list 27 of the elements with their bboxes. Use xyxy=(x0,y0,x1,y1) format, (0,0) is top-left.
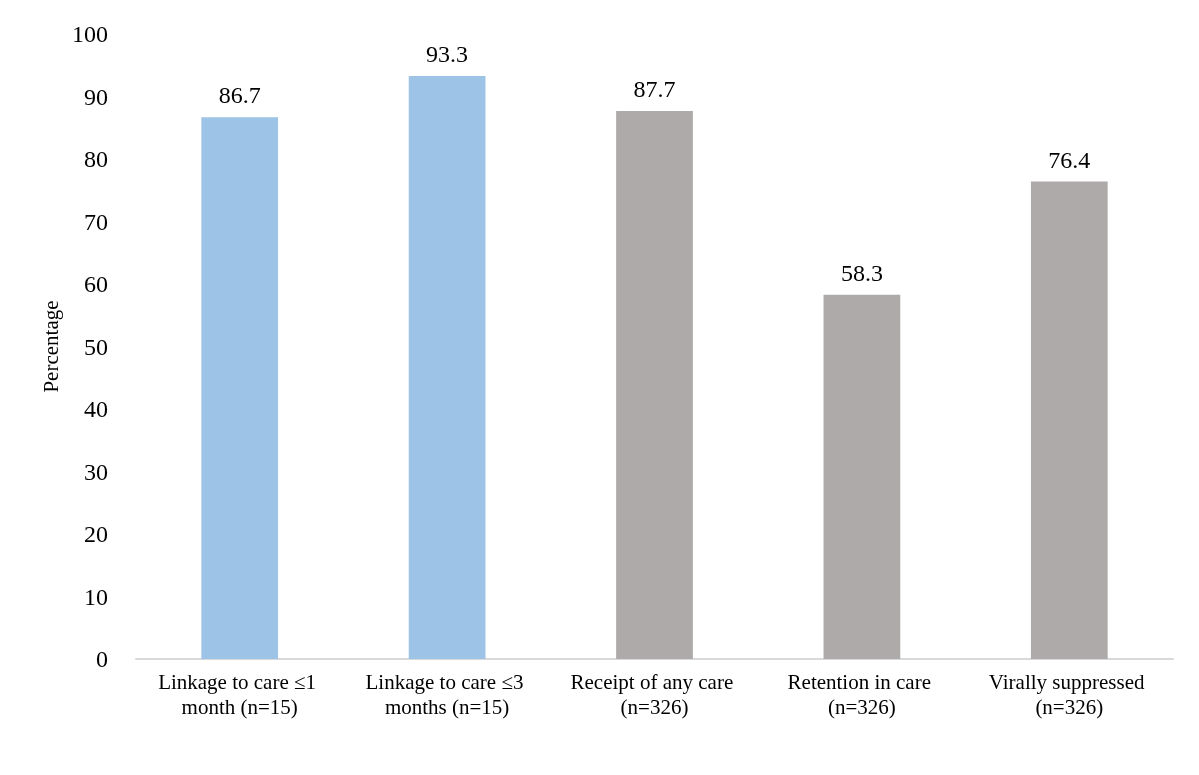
x-tick-label: Virally suppressed (n=326) xyxy=(988,669,1150,719)
y-tick-label: 90 xyxy=(84,83,108,110)
y-tick-label: 40 xyxy=(84,396,108,422)
bar xyxy=(201,117,279,659)
y-tick-label: 10 xyxy=(84,583,108,610)
y-tick-label: 0 xyxy=(96,646,108,672)
y-tick-label: 20 xyxy=(84,521,108,547)
x-tick-label: Linkage to care ≤1 month (n=15) xyxy=(158,669,322,719)
y-tick-label: 70 xyxy=(84,208,108,235)
bar xyxy=(616,110,693,659)
x-tick-label: Linkage to care ≤3 months (n=15) xyxy=(365,669,529,719)
y-tick-label: 100 xyxy=(72,21,108,47)
y-axis-title: Percentage xyxy=(38,300,63,393)
y-tick-label: 30 xyxy=(84,458,108,485)
data-label: 86.7 xyxy=(218,82,261,109)
x-tick-label: Receipt of any care (n=326) xyxy=(570,669,739,719)
data-label: 76.4 xyxy=(1048,146,1091,173)
y-tick-label: 60 xyxy=(84,271,108,297)
data-label: 87.7 xyxy=(633,75,676,102)
x-tick-label: Retention in care (n=326) xyxy=(787,669,937,719)
data-label: 93.3 xyxy=(426,40,469,67)
bar xyxy=(1030,181,1108,659)
bar xyxy=(823,294,901,659)
bar xyxy=(408,75,486,659)
y-tick-label: 50 xyxy=(84,333,108,360)
data-label: 58.3 xyxy=(840,259,883,286)
y-tick-label: 80 xyxy=(84,146,108,172)
